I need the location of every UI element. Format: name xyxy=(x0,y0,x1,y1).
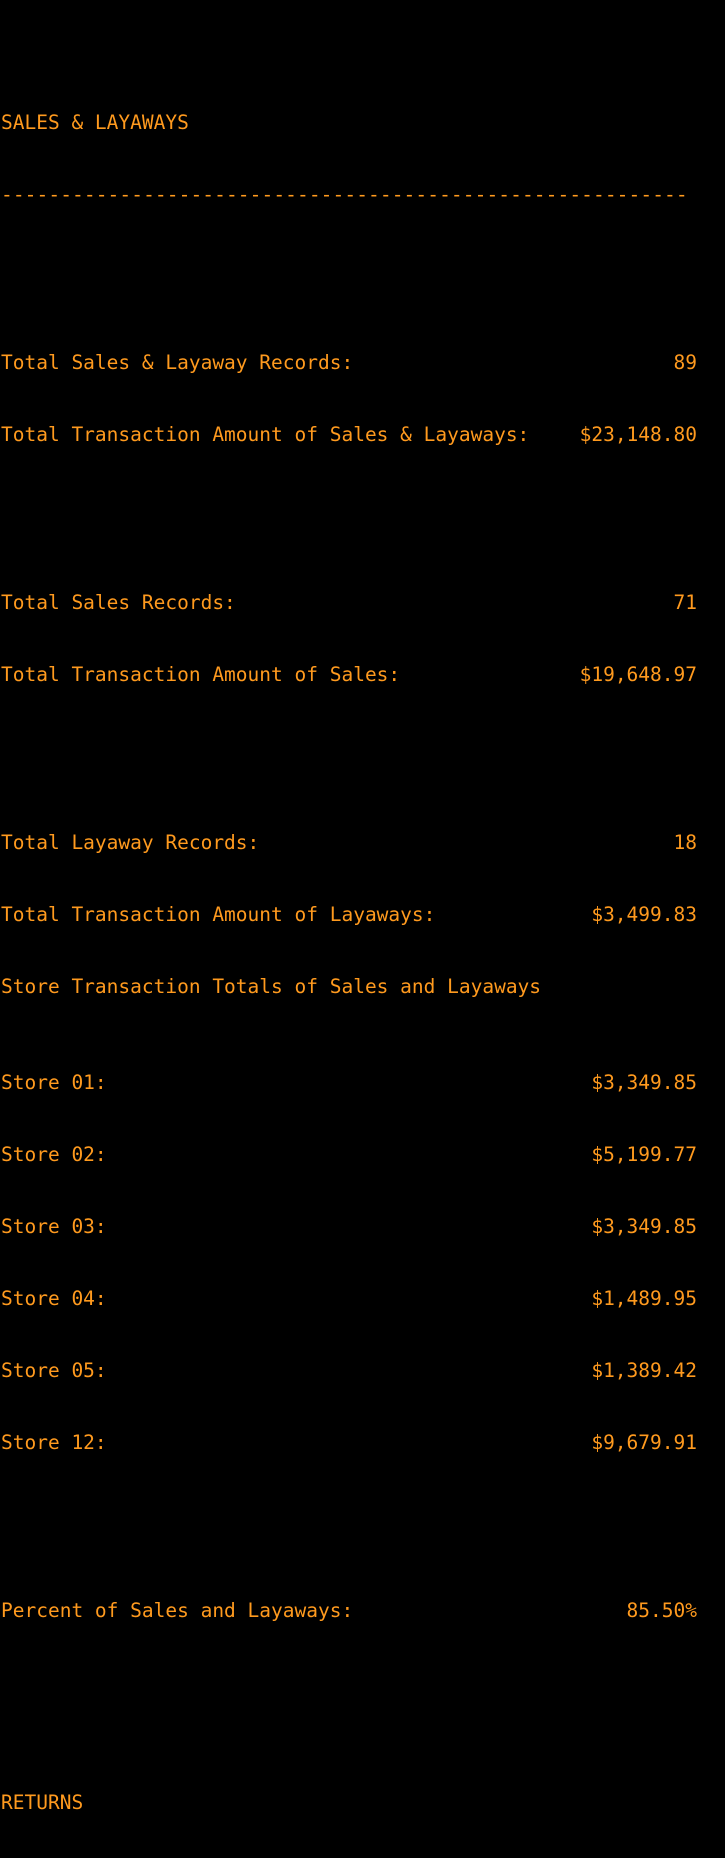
sales-store-value: $1,389.42 xyxy=(591,1359,697,1382)
sales-total-amount-row: Total Transaction Amount of Sales & Laya… xyxy=(1,423,697,447)
sales-percent-label: Percent of Sales and Layaways: xyxy=(1,1599,354,1622)
blank-line xyxy=(1,255,697,279)
sales-total-amount-value: $23,148.80 xyxy=(579,423,697,446)
sales-section-heading-line: SALES & LAYAWAYS xyxy=(1,111,697,135)
sales-store-value: $9,679.91 xyxy=(591,1431,697,1454)
sales-store-value: $3,349.85 xyxy=(591,1071,697,1094)
sales-amount-value: $19,648.97 xyxy=(579,663,697,686)
sales-divider-line: ----------------------------------------… xyxy=(1,183,697,207)
sales-stores-heading-row: Store Transaction Totals of Sales and La… xyxy=(1,975,697,999)
returns-section-heading-line: RETURNS xyxy=(1,1791,697,1815)
sales-records-value: 71 xyxy=(673,591,697,614)
sales-store-label: Store 01: xyxy=(1,1071,107,1094)
blank-line xyxy=(1,735,697,759)
layaway-records-label: Total Layaway Records: xyxy=(1,831,260,854)
layaway-records-row: Total Layaway Records: 18 xyxy=(1,831,697,855)
sales-store-label: Store 05: xyxy=(1,1359,107,1382)
blank-line xyxy=(1,495,697,519)
layaway-records-value: 18 xyxy=(673,831,697,854)
sales-stores-heading: Store Transaction Totals of Sales and La… xyxy=(1,975,542,998)
sales-total-amount-label: Total Transaction Amount of Sales & Laya… xyxy=(1,423,530,446)
sales-store-value: $3,349.85 xyxy=(591,1215,697,1238)
sales-store-value: $1,489.95 xyxy=(591,1287,697,1310)
sales-store-value: $5,199.77 xyxy=(591,1143,697,1166)
sales-records-label: Total Sales Records: xyxy=(1,591,236,614)
sales-store-row: Store 12: $9,679.91 xyxy=(1,1431,697,1455)
sales-store-row: Store 05: $1,389.42 xyxy=(1,1359,697,1383)
sales-store-label: Store 12: xyxy=(1,1431,107,1454)
sales-amount-row: Total Transaction Amount of Sales: $19,6… xyxy=(1,663,697,687)
sales-store-row: Store 02: $5,199.77 xyxy=(1,1143,697,1167)
sales-percent-value: 85.50% xyxy=(626,1599,697,1622)
layaway-amount-label: Total Transaction Amount of Layaways: xyxy=(1,903,436,926)
blank-line xyxy=(1,1503,697,1527)
sales-divider: ----------------------------------------… xyxy=(1,183,688,206)
blank-line xyxy=(1,1671,697,1695)
returns-section-heading: RETURNS xyxy=(1,1791,84,1814)
sales-store-label: Store 04: xyxy=(1,1287,107,1310)
sales-store-row: Store 03: $3,349.85 xyxy=(1,1215,697,1239)
sales-section-heading: SALES & LAYAWAYS xyxy=(1,111,189,134)
sales-total-records-label: Total Sales & Layaway Records: xyxy=(1,351,354,374)
sales-total-records-row: Total Sales & Layaway Records: 89 xyxy=(1,351,697,375)
sales-percent-row: Percent of Sales and Layaways: 85.50% xyxy=(1,1599,697,1623)
sales-store-label: Store 02: xyxy=(1,1143,107,1166)
sales-store-row: Store 04: $1,489.95 xyxy=(1,1287,697,1311)
layaway-amount-value: $3,499.83 xyxy=(591,903,697,926)
sales-records-row: Total Sales Records: 71 xyxy=(1,591,697,615)
sales-store-row: Store 01: $3,349.85 xyxy=(1,1071,697,1095)
sales-total-records-value: 89 xyxy=(673,351,697,374)
layaway-amount-row: Total Transaction Amount of Layaways: $3… xyxy=(1,903,697,927)
console-output: SALES & LAYAWAYS -----------------------… xyxy=(1,15,697,1858)
sales-amount-label: Total Transaction Amount of Sales: xyxy=(1,663,401,686)
sales-store-label: Store 03: xyxy=(1,1215,107,1238)
